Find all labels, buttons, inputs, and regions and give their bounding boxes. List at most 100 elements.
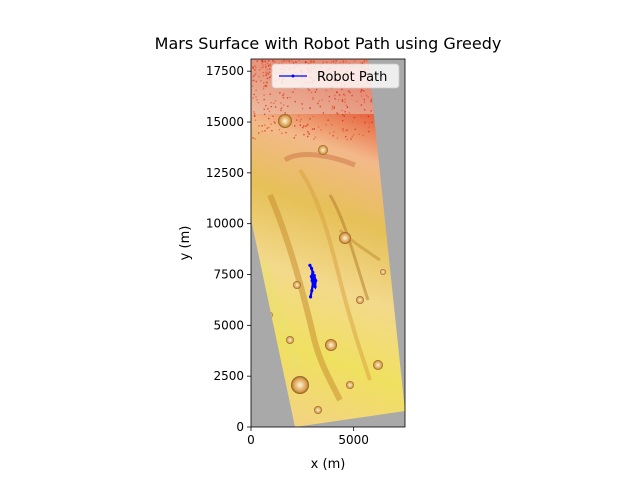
terrain-speckle [300, 118, 302, 121]
terrain-speckle [344, 135, 347, 138]
terrain-speckle [281, 62, 283, 65]
terrain-speckle [364, 121, 366, 124]
terrain-speckle [261, 130, 263, 133]
terrain-speckle [345, 60, 347, 63]
terrain-speckle [325, 89, 328, 92]
terrain-speckle [294, 100, 296, 103]
terrain-speckle [295, 134, 297, 137]
terrain-speckle [336, 137, 339, 139]
robot-path-point [314, 279, 318, 283]
terrain-speckle [354, 128, 357, 131]
terrain-speckle [272, 115, 274, 117]
terrain-speckle [270, 123, 272, 125]
terrain-speckle [284, 112, 286, 114]
terrain-speckle [266, 62, 269, 65]
terrain-speckle [264, 64, 267, 66]
terrain-speckle [254, 74, 256, 76]
terrain-speckle [254, 119, 257, 121]
terrain-speckle [329, 132, 331, 134]
terrain-speckle [289, 96, 291, 99]
terrain-speckle [271, 130, 273, 132]
terrain-speckle [327, 119, 329, 121]
terrain-speckle [292, 62, 295, 64]
terrain-speckle [262, 64, 264, 66]
terrain-speckle [331, 108, 333, 110]
terrain-speckle [253, 115, 256, 117]
terrain-speckle [336, 112, 338, 114]
terrain-speckle [282, 97, 285, 99]
terrain-speckle [265, 71, 267, 74]
terrain-speckle [356, 100, 358, 102]
terrain-speckle [280, 102, 282, 104]
y-axis-ticks: 0 2500 5000 7500 10000 12500 15000 17500 [206, 64, 251, 434]
terrain-speckle [367, 115, 370, 118]
terrain-speckle [307, 131, 309, 133]
terrain-speckle [256, 60, 258, 62]
terrain-speckle [273, 102, 275, 104]
terrain-speckle [332, 60, 335, 63]
terrain-speckle [261, 60, 264, 63]
terrain-speckle [252, 67, 254, 69]
terrain-speckle [265, 81, 268, 84]
terrain-speckle [254, 65, 256, 67]
terrain-speckle [341, 99, 344, 101]
terrain-speckle [317, 126, 320, 128]
terrain-speckle [257, 101, 260, 104]
robot-path-point [310, 289, 314, 293]
terrain-speckle [361, 89, 363, 91]
terrain-speckle [255, 89, 257, 91]
legend-box [271, 63, 400, 89]
terrain-speckle [285, 131, 287, 134]
terrain-speckle [302, 126, 304, 129]
terrain-speckle [268, 64, 270, 66]
terrain-speckle [334, 98, 336, 100]
terrain-speckle [286, 97, 289, 99]
terrain-speckle [267, 65, 270, 67]
terrain-speckle [258, 125, 260, 127]
terrain-speckle [365, 94, 368, 97]
terrain-speckle [348, 112, 351, 114]
terrain-speckle [291, 60, 294, 62]
terrain-speckle [363, 90, 365, 92]
terrain-speckle [274, 60, 276, 63]
terrain-speckle [314, 136, 317, 138]
terrain-speckle [306, 61, 308, 64]
terrain-speckle [268, 126, 270, 129]
terrain-speckle [321, 99, 323, 101]
terrain-speckle [313, 128, 316, 130]
legend: Robot Path [271, 63, 400, 89]
terrain-speckle [307, 135, 309, 138]
y-tick-label: 15000 [206, 115, 244, 129]
terrain-speckle [288, 60, 290, 62]
terrain-speckle [269, 65, 272, 67]
terrain-speckle [255, 66, 257, 69]
terrain-speckle [252, 79, 254, 82]
terrain-speckle [269, 75, 272, 78]
terrain-speckle [312, 96, 314, 99]
terrain-speckle [293, 137, 296, 139]
robot-path-point [312, 273, 316, 278]
terrain-speckle [253, 111, 255, 113]
terrain-speckle [309, 107, 311, 109]
terrain-speckle [365, 60, 368, 62]
terrain-speckle [360, 62, 362, 64]
terrain-speckle [349, 91, 351, 94]
terrain-speckle [314, 91, 317, 93]
x-tick-label: 0 [247, 433, 255, 447]
terrain-speckle [255, 96, 257, 98]
terrain-speckle [258, 76, 260, 78]
terrain-speckle [292, 91, 294, 93]
terrain-speckle [333, 105, 336, 108]
chart-title: Mars Surface with Robot Path using Greed… [155, 34, 502, 53]
terrain-speckle [266, 68, 268, 71]
terrain-speckle [252, 85, 254, 87]
terrain-speckle [350, 138, 352, 140]
terrain-speckle [315, 88, 318, 91]
terrain-speckle [273, 120, 276, 123]
terrain-speckle [273, 61, 275, 63]
robot-path-point [308, 263, 312, 267]
terrain-speckle [368, 122, 370, 124]
terrain-speckle [344, 113, 347, 115]
terrain-speckle [283, 60, 285, 62]
terrain-speckle [370, 101, 373, 103]
